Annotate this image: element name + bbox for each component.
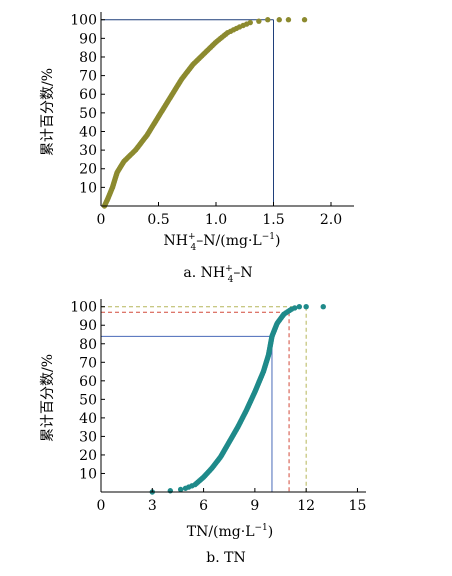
chart-b-x-tick-label: 12 [297, 498, 315, 514]
chart-a-y-tick-label: 10 [79, 180, 97, 196]
chart-b-y-tick-label: 40 [79, 411, 97, 427]
chart-a-data-point [247, 19, 253, 26]
chart-b-x-tick-label: 3 [148, 498, 157, 514]
chart-a-reference-lines [101, 19, 274, 206]
chart-b-x-axis-label: TN/(mg·L−1) [187, 523, 274, 540]
chart-b-y-tick-label: 50 [79, 392, 97, 408]
chart-a-caption: a. NH+ 4–N [183, 264, 252, 285]
chart-b-y-axis-label: 累计百分数/% [40, 354, 56, 442]
chart-a-tick-labels: 10 20 30 40 50 60 70 80 90 100 0 0.5 1.0 1.5 2.0 [70, 13, 342, 228]
chart-a-y-tick-label: 20 [79, 162, 97, 178]
chart-a-y-axis-label: 累计百分数/% [40, 68, 56, 156]
chart-a-y-tick-label: 60 [79, 87, 97, 103]
chart-a-y-tick-label: 70 [79, 69, 97, 85]
chart-b-x-tick-label: 15 [349, 498, 367, 514]
chart-b-y-tick-label: 100 [70, 300, 97, 316]
chart-a-data-point [265, 17, 271, 23]
chart-b-reference-lines [101, 306, 307, 492]
chart-a-outlier-point [301, 17, 308, 23]
chart-a: 10 20 30 40 50 60 70 80 90 100 0 0.5 1.0 1.5 2.0 累计百分数… [40, 12, 354, 285]
chart-b-x-tick-label: 9 [250, 498, 259, 514]
chart-b-x-tick-label: 0 [97, 498, 106, 514]
chart-b-y-tick-label: 30 [79, 429, 97, 445]
chart-a-x-tick-label: 0 [97, 212, 106, 228]
chart-b-y-tick-label: 70 [79, 355, 97, 371]
chart-b-data-points [149, 304, 326, 495]
chart-b: 10 20 30 40 50 60 70 80 90 100 0 3 6 9 12 15 累计百分数/% TN… [40, 299, 366, 566]
chart-a-y-tick-label: 30 [79, 143, 97, 159]
chart-b-y-tick-label: 60 [79, 374, 97, 390]
chart-b-x-tick-label: 6 [199, 498, 208, 514]
chart-a-x-axis-label: NH+ 4–N/(mg·L−1) [164, 232, 281, 253]
chart-a-y-tick-label: 50 [79, 106, 97, 122]
chart-a-x-tick-label: 2.0 [320, 212, 342, 228]
chart-b-caption: b. TN [206, 550, 245, 566]
chart-a-x-tick-label: 0.5 [147, 212, 169, 228]
chart-b-outlier-point [320, 304, 326, 310]
chart-b-data-point [177, 486, 184, 493]
chart-a-x-tick-label: 1.5 [262, 212, 284, 228]
chart-b-y-tick-label: 10 [79, 466, 97, 482]
chart-a-outlier-point [276, 17, 282, 23]
chart-b-data-point [292, 305, 298, 311]
chart-a-y-tick-label: 40 [79, 124, 97, 140]
chart-a-x-tick-label: 1.0 [205, 212, 227, 228]
chart-a-data-point [256, 18, 262, 24]
chart-b-data-point [167, 488, 174, 494]
chart-a-y-tick-label: 80 [79, 50, 97, 66]
chart-b-tick-labels: 10 20 30 40 50 60 70 80 90 100 0 3 6 9 12 15 [70, 300, 366, 514]
chart-b-y-tick-label: 90 [79, 318, 97, 334]
chart-a-data-points [101, 17, 308, 209]
chart-a-y-tick-label: 90 [79, 31, 97, 47]
chart-b-data-point [296, 304, 303, 310]
chart-a-y-tick-label: 100 [70, 13, 97, 29]
chart-b-outlier-point [303, 304, 309, 310]
chart-b-axes [100, 299, 366, 493]
chart-b-y-tick-label: 20 [79, 448, 97, 464]
chart-a-outlier-point [285, 17, 292, 23]
chart-b-y-tick-label: 80 [79, 337, 97, 353]
chart-a-axes [100, 12, 354, 207]
